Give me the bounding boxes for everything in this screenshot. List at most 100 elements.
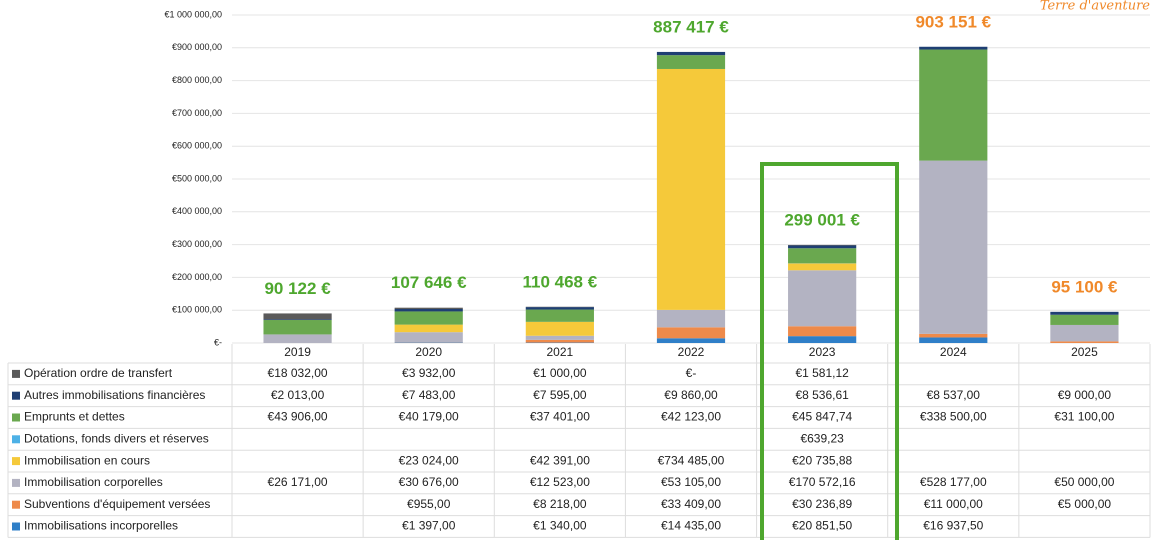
table-cell: €20 851,50 [792,519,852,533]
bar-segment [263,320,332,335]
legend-swatch [12,369,20,378]
table-cell: €8 218,00 [533,497,587,511]
table-cell: €23 024,00 [399,453,459,467]
table-cell: €9 000,00 [1058,388,1112,402]
legend-swatch [12,500,20,509]
table-cell: €7 595,00 [533,388,587,402]
x-tick-label: 2019 [284,345,311,359]
legend-swatch [12,522,20,531]
y-tick-label: €1 000 000,00 [164,9,222,19]
legend-swatch [12,457,20,466]
table-cell: €42 391,00 [530,453,590,467]
legend-label: Dotations, fonds divers et réserves [24,431,209,445]
table-cell: €338 500,00 [920,410,987,424]
y-tick-label: €300 000,00 [172,239,222,249]
total-label: 90 122 € [264,279,331,298]
table-cell: €37 401,00 [530,410,590,424]
bar-segment [1050,311,1119,315]
x-tick-label: 2022 [678,345,705,359]
table-cell: €9 860,00 [664,388,718,402]
table-cell: €- [686,366,697,380]
y-tick-label: €600 000,00 [172,141,222,151]
bar-segment [1050,314,1119,325]
y-tick-label: €800 000,00 [172,75,222,85]
table-cell: €14 435,00 [661,519,721,533]
bar-segment [656,338,726,343]
y-tick-label: €400 000,00 [172,206,222,216]
table-cell: €31 100,00 [1054,410,1114,424]
legend-swatch [12,391,20,400]
y-tick-label: €200 000,00 [172,272,222,282]
total-label: 299 001 € [784,210,860,229]
bar-segment [394,311,463,325]
table-cell: €2 013,00 [271,388,325,402]
y-tick-label: €700 000,00 [172,108,222,118]
table-cell: €639,23 [800,431,844,445]
table-cell: €528 177,00 [920,475,987,489]
bar-segment [788,245,857,249]
bar-segment [788,336,857,343]
table-cell: €45 847,74 [792,410,852,424]
table-cell: €170 572,16 [789,475,856,489]
legend-swatch [12,435,20,444]
bar-segment [919,160,988,334]
y-tick-label: €500 000,00 [172,173,222,183]
table-cell: €955,00 [407,497,451,511]
table-cell: €3 932,00 [402,366,456,380]
bar-segment [525,339,594,343]
table-cell: €7 483,00 [402,388,456,402]
legend-label: Immobilisations incorporelles [24,519,178,533]
bar-segment [263,334,332,343]
table-cell: €40 179,00 [399,410,459,424]
y-tick-label: €100 000,00 [172,305,222,315]
table-cell: €16 937,50 [923,519,983,533]
table-cell: €1 000,00 [533,366,587,380]
total-label: 887 417 € [653,17,729,36]
bar-segment [394,307,463,309]
table-cell: €30 676,00 [399,475,459,489]
bar-segment [656,309,726,328]
table-cell: €26 171,00 [268,475,328,489]
bar-segment [788,248,857,264]
table-cell: €43 906,00 [268,410,328,424]
y-tick-label: €900 000,00 [172,42,222,52]
total-label: 95 100 € [1051,277,1118,296]
bar-segment [788,326,857,337]
total-label: 110 468 € [523,272,598,291]
bar-segment [788,270,857,327]
x-tick-label: 2025 [1071,345,1098,359]
table-cell: €50 000,00 [1054,475,1114,489]
bar-segment [788,263,857,271]
bar-segment [1050,324,1119,342]
table-cell: €734 485,00 [658,453,725,467]
bar-segment [263,313,332,320]
bar-segment [525,309,594,322]
legend-label: Immobilisation corporelles [24,475,163,489]
bar-segment [656,327,726,339]
x-tick-label: 2020 [415,345,442,359]
bar-segment [394,308,463,312]
table-cell: €11 000,00 [924,497,983,511]
total-label: 107 646 € [391,273,467,292]
legend-swatch [12,413,20,422]
legend-label: Immobilisation en cours [24,453,150,467]
table-cell: €1 397,00 [402,519,456,533]
x-tick-label: 2024 [940,345,967,359]
legend-swatch [12,478,20,487]
x-tick-label: 2023 [809,345,836,359]
legend-label: Subventions d'équipement versées [24,497,210,511]
table-cell: €5 000,00 [1058,497,1112,511]
bar-segment [263,319,332,321]
bar-segment [525,335,594,340]
legend-label: Emprunts et dettes [24,410,125,424]
table-cell: €33 409,00 [661,497,721,511]
table-cell: €12 523,00 [530,475,590,489]
bar-segment [788,244,857,246]
table-cell: €1 581,12 [795,366,849,380]
table-cell: €53 105,00 [661,475,721,489]
table-cell: €1 340,00 [533,519,587,533]
bar-segment [656,68,726,310]
total-label: 903 151 € [915,12,991,31]
bar-segment [919,333,988,338]
